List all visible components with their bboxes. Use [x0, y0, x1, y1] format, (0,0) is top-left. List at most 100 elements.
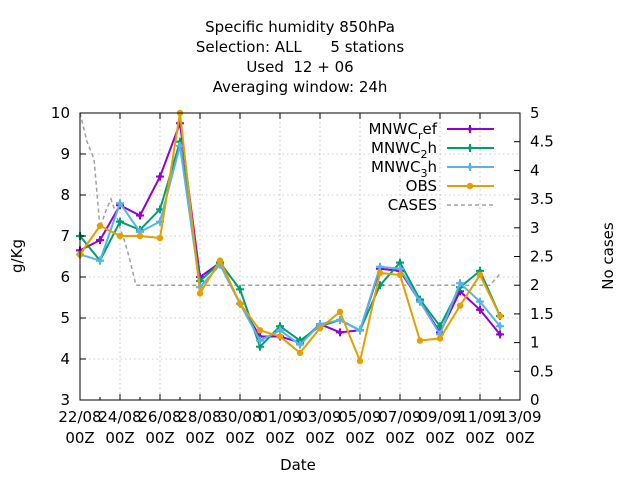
x-tick-label-date: 09/09: [418, 408, 461, 426]
OBS-point: [466, 182, 474, 190]
x-tick-label-time: 00Z: [105, 429, 134, 447]
y-tick-label: 7: [60, 227, 70, 245]
MNWC_3h-point: [116, 199, 124, 208]
y2-tick-label: 0.5: [530, 362, 554, 380]
x-tick-label-time: 00Z: [345, 429, 374, 447]
title-line-4: Averaging window: 24h: [213, 78, 388, 96]
chart-title: Specific humidity 850hPa Selection: ALL …: [196, 18, 404, 96]
legend-label-sub: 3: [420, 167, 427, 180]
y2-axis-ticks: 0 0.5 1 1.5 2 2.5 3 3.5 4 4.5 5: [514, 104, 554, 409]
legend-label-main: MNWC: [371, 158, 420, 176]
x-tick-label-date: 01/09: [258, 408, 301, 426]
OBS-point: [156, 234, 164, 242]
point-dot: [396, 271, 404, 279]
OBS-point: [396, 271, 404, 279]
y2-axis-label: No cases: [599, 222, 617, 290]
y-axis-ticks: 3 4 5 6 7 8 9 10: [51, 104, 86, 409]
legend-label-sub: 2: [420, 148, 427, 161]
point-dot: [436, 335, 444, 342]
legend-label-tail: h: [427, 158, 437, 176]
point-dot: [376, 269, 384, 277]
y2-tick-label: 1: [530, 334, 540, 352]
x-tick-label-date: 24/08: [98, 408, 141, 426]
x-tick-label-time: 00Z: [465, 429, 494, 447]
grid-layer: [80, 113, 520, 400]
y-tick-label: 4: [60, 350, 70, 368]
legend-label: MNWCref: [368, 120, 437, 142]
OBS-point: [336, 308, 344, 316]
OBS-point: [476, 271, 484, 279]
y2-tick-label: 3: [530, 219, 540, 237]
y2-tick-label: 5: [530, 104, 540, 122]
x-tick-label-date: 22/08: [58, 408, 101, 426]
OBS-point: [376, 269, 384, 277]
y-tick-label: 6: [60, 268, 70, 286]
y-tick-label: 8: [60, 186, 70, 204]
x-tick-label-date: 13/09: [498, 408, 541, 426]
x-tick-label-date: 26/08: [138, 408, 181, 426]
y-tick-label: 10: [51, 104, 70, 122]
y2-tick-label: 4: [530, 161, 540, 179]
legend-label: MNWC3h: [371, 158, 437, 180]
point-dot: [316, 325, 324, 332]
OBS-point: [216, 257, 224, 264]
y-tick-label: 5: [60, 309, 70, 327]
x-tick-label-time: 00Z: [65, 429, 94, 447]
cases-layer: [79, 112, 501, 286]
OBS-point: [456, 302, 464, 309]
OBS-point: [96, 222, 104, 229]
MNWC_2h-line: [79, 140, 501, 348]
point-dot: [356, 357, 364, 365]
point-dot: [216, 257, 224, 264]
title-line-3: Used 12 + 06: [246, 58, 353, 76]
x-tick-label-date: 03/09: [298, 408, 341, 426]
point-dot: [496, 312, 504, 320]
MNWC_3h-point: [496, 322, 504, 331]
OBS-point: [196, 290, 204, 297]
y2-tick-label: 2.5: [530, 248, 554, 266]
point-dot: [456, 302, 464, 309]
OBS-point: [276, 333, 284, 340]
OBS-point: [136, 232, 144, 240]
x-tick-label-date: 30/08: [218, 408, 261, 426]
y-axis-label: g/Kg: [8, 239, 26, 273]
OBS-point: [316, 325, 324, 332]
x-tick-label-time: 00Z: [425, 429, 454, 447]
legend-label-main: MNWC: [371, 139, 420, 157]
legend-label-sub: r: [418, 129, 423, 142]
y-tick-label: 9: [60, 145, 70, 163]
OBS-point: [496, 312, 504, 320]
MNWC_3h-point: [456, 279, 464, 288]
OBS-line: [79, 112, 501, 363]
point-dot: [236, 300, 244, 307]
x-axis-label: Date: [280, 456, 316, 474]
series-layer: [76, 109, 504, 365]
point-dot: [336, 308, 344, 316]
y2-tick-label: 4.5: [530, 133, 554, 151]
y-tick-label: 3: [60, 391, 70, 409]
x-tick-label-date: 05/09: [338, 408, 381, 426]
MNWC_2h-point: [116, 217, 124, 226]
MNWC_3h-point: [356, 326, 364, 335]
MNWC_2h-point: [376, 281, 384, 290]
legend-label-main: MNWC: [368, 120, 417, 138]
point-dot: [96, 222, 104, 229]
MNWC_3h-line: [79, 144, 501, 346]
OBS-point: [256, 327, 264, 334]
MNWC_3h-point: [396, 264, 404, 273]
x-tick-label-time: 00Z: [305, 429, 334, 447]
legend-label-main: CASES: [388, 196, 437, 214]
x-tick-label-date: 28/08: [178, 408, 221, 426]
point-dot: [196, 290, 204, 297]
legend-label: MNWC2h: [371, 139, 437, 161]
MNWC_3h-point: [466, 163, 474, 171]
MNWC_3h-point: [296, 340, 304, 349]
MNWC_2h-point: [466, 144, 474, 152]
y2-tick-label: 3.5: [530, 190, 554, 208]
MNWC_ref-line: [79, 122, 501, 344]
point-dot: [296, 349, 304, 357]
title-line-2: Selection: ALL 5 stations: [196, 38, 404, 56]
x-tick-label-time: 00Z: [225, 429, 254, 447]
point-dot: [116, 232, 124, 240]
